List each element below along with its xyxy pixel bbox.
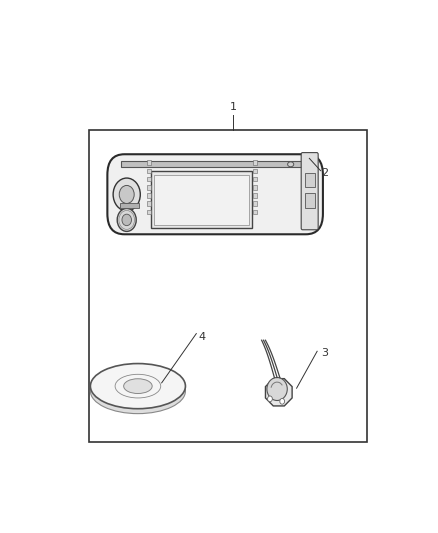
Ellipse shape — [115, 374, 161, 398]
Bar — [253, 168, 257, 173]
Text: 3: 3 — [321, 348, 328, 358]
Bar — [253, 209, 257, 214]
Circle shape — [122, 214, 131, 225]
Circle shape — [117, 208, 136, 231]
Bar — [304, 173, 315, 187]
Circle shape — [280, 399, 285, 404]
Circle shape — [268, 396, 272, 402]
Bar — [253, 177, 257, 181]
Bar — [253, 160, 257, 165]
Circle shape — [119, 185, 134, 204]
Bar — [253, 193, 257, 198]
Ellipse shape — [90, 368, 185, 414]
Bar — [253, 201, 257, 206]
Ellipse shape — [267, 377, 287, 400]
Ellipse shape — [124, 379, 152, 393]
Bar — [147, 209, 151, 214]
Bar — [120, 204, 138, 207]
Text: 2: 2 — [321, 168, 328, 177]
Polygon shape — [265, 378, 292, 406]
Bar — [147, 185, 151, 190]
Bar — [304, 193, 315, 207]
Bar — [147, 193, 151, 198]
Circle shape — [113, 178, 140, 211]
Ellipse shape — [90, 364, 185, 409]
Text: 1: 1 — [230, 102, 237, 112]
Text: 4: 4 — [199, 332, 206, 342]
Bar — [147, 201, 151, 206]
FancyBboxPatch shape — [301, 152, 318, 230]
Bar — [147, 160, 151, 165]
FancyBboxPatch shape — [107, 154, 323, 235]
Bar — [154, 175, 249, 225]
Bar — [88, 130, 367, 441]
Bar — [152, 172, 251, 228]
Bar — [253, 185, 257, 190]
Bar — [147, 168, 151, 173]
Bar — [121, 161, 309, 167]
Bar — [147, 177, 151, 181]
Ellipse shape — [288, 162, 294, 167]
